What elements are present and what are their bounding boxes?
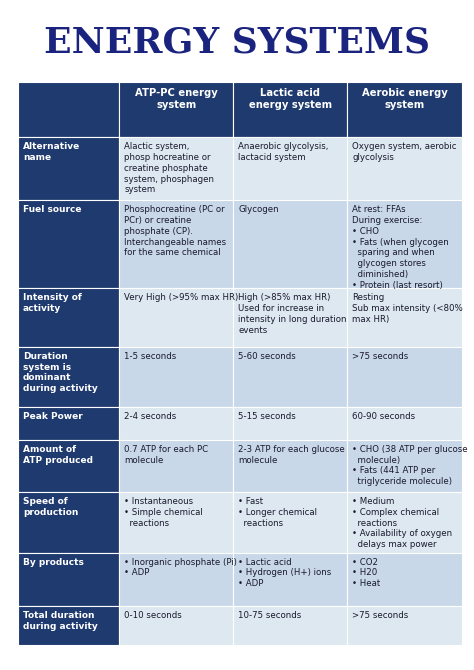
Text: 2-3 ATP for each glucose
molecule: 2-3 ATP for each glucose molecule bbox=[238, 445, 345, 465]
Text: Duration
system is
dominant
during activity: Duration system is dominant during activ… bbox=[23, 352, 98, 393]
Bar bbox=[233, 407, 347, 440]
Text: • Fast
• Longer chemical
  reactions: • Fast • Longer chemical reactions bbox=[238, 497, 317, 527]
Bar bbox=[119, 440, 233, 492]
Bar bbox=[119, 492, 233, 553]
Bar bbox=[347, 553, 462, 606]
Bar bbox=[119, 288, 233, 347]
Bar bbox=[233, 200, 347, 288]
Text: Anaerobic glycolysis,
lactacid system: Anaerobic glycolysis, lactacid system bbox=[238, 142, 328, 162]
Bar bbox=[347, 492, 462, 553]
Text: 5-15 seconds: 5-15 seconds bbox=[238, 413, 296, 421]
Text: Intensity of
activity: Intensity of activity bbox=[23, 293, 82, 313]
Bar bbox=[119, 137, 233, 200]
Text: ENERGY SYSTEMS: ENERGY SYSTEMS bbox=[44, 25, 430, 59]
Bar bbox=[119, 347, 233, 407]
Text: • Lactic acid
• Hydrogen (H+) ions
• ADP: • Lactic acid • Hydrogen (H+) ions • ADP bbox=[238, 557, 332, 588]
Text: >75 seconds: >75 seconds bbox=[353, 611, 409, 620]
Text: • CHO (38 ATP per glucose
  molecule)
• Fats (441 ATP per
  triglyceride molecul: • CHO (38 ATP per glucose molecule) • Fa… bbox=[353, 445, 468, 486]
Text: 0-10 seconds: 0-10 seconds bbox=[124, 611, 182, 620]
Bar bbox=[119, 82, 233, 137]
Text: • Medium
• Complex chemical
  reactions
• Availability of oxygen
  delays max po: • Medium • Complex chemical reactions • … bbox=[353, 497, 453, 549]
Bar bbox=[18, 440, 119, 492]
Text: 10-75 seconds: 10-75 seconds bbox=[238, 611, 301, 620]
Text: At rest: FFAs
During exercise:
• CHO
• Fats (when glycogen
  sparing and when
  : At rest: FFAs During exercise: • CHO • F… bbox=[353, 206, 449, 289]
Bar bbox=[18, 407, 119, 440]
Bar bbox=[18, 553, 119, 606]
Text: High (>85% max HR)
Used for increase in
intensity in long duration
events: High (>85% max HR) Used for increase in … bbox=[238, 293, 347, 334]
Text: 5-60 seconds: 5-60 seconds bbox=[238, 352, 296, 361]
Text: Alactic system,
phosp hocreatine or
creatine phosphate
system, phosphagen
system: Alactic system, phosp hocreatine or crea… bbox=[124, 142, 214, 194]
Bar bbox=[18, 200, 119, 288]
Bar bbox=[347, 200, 462, 288]
Text: • Instantaneous
• Simple chemical
  reactions: • Instantaneous • Simple chemical reacti… bbox=[124, 497, 203, 527]
Bar bbox=[347, 440, 462, 492]
Text: Very High (>95% max HR): Very High (>95% max HR) bbox=[124, 293, 238, 302]
Text: Fuel source: Fuel source bbox=[23, 206, 82, 214]
Text: Aerobic energy
system: Aerobic energy system bbox=[362, 88, 447, 110]
Bar bbox=[18, 606, 119, 645]
Bar bbox=[233, 606, 347, 645]
Bar bbox=[119, 553, 233, 606]
Bar bbox=[347, 137, 462, 200]
Text: Peak Power: Peak Power bbox=[23, 413, 83, 421]
Text: Phosphocreatine (PC or
PCr) or creatine
phosphate (CP).
Interchangeable names
fo: Phosphocreatine (PC or PCr) or creatine … bbox=[124, 206, 227, 257]
Bar bbox=[18, 347, 119, 407]
Text: 60-90 seconds: 60-90 seconds bbox=[353, 413, 416, 421]
Bar bbox=[233, 553, 347, 606]
Bar bbox=[18, 288, 119, 347]
Bar bbox=[18, 82, 119, 137]
Bar bbox=[18, 492, 119, 553]
Text: Alternative
name: Alternative name bbox=[23, 142, 80, 162]
Bar bbox=[347, 288, 462, 347]
Bar bbox=[233, 288, 347, 347]
Text: 2-4 seconds: 2-4 seconds bbox=[124, 413, 176, 421]
Bar bbox=[347, 347, 462, 407]
Bar bbox=[233, 492, 347, 553]
Text: Resting
Sub max intensity (<80%
max HR): Resting Sub max intensity (<80% max HR) bbox=[353, 293, 463, 324]
Text: >75 seconds: >75 seconds bbox=[353, 352, 409, 361]
Bar bbox=[347, 82, 462, 137]
Bar bbox=[347, 407, 462, 440]
Bar bbox=[119, 606, 233, 645]
Bar bbox=[119, 407, 233, 440]
Bar bbox=[18, 137, 119, 200]
Text: Amount of
ATP produced: Amount of ATP produced bbox=[23, 445, 93, 465]
Text: • CO2
• H20
• Heat: • CO2 • H20 • Heat bbox=[353, 557, 381, 588]
Text: • Inorganic phosphate (Pi)
• ADP: • Inorganic phosphate (Pi) • ADP bbox=[124, 557, 237, 578]
Bar bbox=[233, 440, 347, 492]
Text: Oxygen system, aerobic
glycolysis: Oxygen system, aerobic glycolysis bbox=[353, 142, 457, 162]
Text: ATP-PC energy
system: ATP-PC energy system bbox=[135, 88, 218, 110]
Bar bbox=[233, 82, 347, 137]
Bar bbox=[233, 347, 347, 407]
Bar bbox=[347, 606, 462, 645]
Text: 0.7 ATP for each PC
molecule: 0.7 ATP for each PC molecule bbox=[124, 445, 209, 465]
Text: Total duration
during activity: Total duration during activity bbox=[23, 611, 98, 630]
Text: By products: By products bbox=[23, 557, 84, 567]
Text: 1-5 seconds: 1-5 seconds bbox=[124, 352, 176, 361]
Text: Lactic acid
energy system: Lactic acid energy system bbox=[249, 88, 332, 110]
Bar bbox=[119, 200, 233, 288]
Text: Speed of
production: Speed of production bbox=[23, 497, 78, 517]
Text: Glycogen: Glycogen bbox=[238, 206, 279, 214]
Bar bbox=[233, 137, 347, 200]
